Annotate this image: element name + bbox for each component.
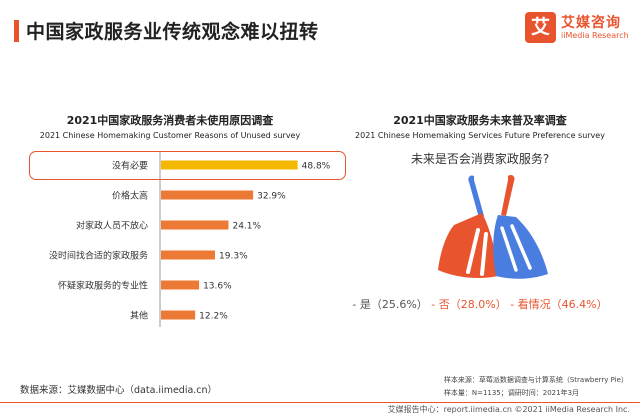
right-chart-subtitle: 2021 Chinese Homemaking Services Future … <box>355 131 605 140</box>
bar <box>161 250 216 260</box>
logo-name: 艾媒咨询 <box>561 15 621 31</box>
value-label: 13.6% <box>203 282 232 292</box>
left-chart-title: 2021中国家政服务消费者未使用原因调查 <box>66 114 274 127</box>
highlight-box <box>29 151 346 180</box>
page-title: 中国家政服务业传统观念难以扭转 <box>26 21 319 43</box>
category-label: 价格太高 <box>112 190 148 202</box>
iimedia-logo: 艾 艾媒咨询 iiMedia Research <box>525 12 633 46</box>
dustpan-broom-icon <box>438 174 548 279</box>
category-label: 没时间找合适的家政服务 <box>49 250 148 262</box>
footer-rule <box>0 402 640 403</box>
category-label: 没有必要 <box>112 160 148 172</box>
footer-report: 艾媒报告中心：report.iimedia.cn ©2021 iiMedia R… <box>387 405 630 414</box>
sample-size: 样本量：N=1135；调研时间：2021年3月 <box>443 389 580 397</box>
value-label: 48.8% <box>302 162 330 172</box>
logo-subtitle: iiMedia Research <box>561 31 629 40</box>
category-label: 其他 <box>130 310 148 322</box>
bar <box>161 220 229 230</box>
survey-question: 未来是否会消费家政服务? <box>410 152 550 166</box>
bar <box>161 310 196 320</box>
value-label: 24.1% <box>232 222 261 232</box>
category-label: 怀疑家政服务的专业性 <box>58 280 148 292</box>
sample-source: 样本来源：草莓派数据调查与计算系统（Strawberry Pie） <box>443 376 628 384</box>
right-chart-title: 2021中国家政服务未来普及率调查 <box>393 114 567 127</box>
value-label: 19.3% <box>219 252 248 262</box>
future-preference-legend: - 是（25.6%） - 否（28.0%） - 看情况（46.4%） <box>330 296 630 312</box>
option-maybe: - 看情况（46.4%） <box>506 298 608 311</box>
blue-dustpan-icon <box>493 174 548 279</box>
option-no: - 否（28.0%） <box>427 298 507 311</box>
category-label: 对家政人员不放心 <box>76 220 148 232</box>
title-accent-bar <box>14 20 19 42</box>
data-source: 数据来源：艾媒数据中心（data.iimedia.cn） <box>20 385 218 396</box>
sample-notes: 样本来源：草莓派数据调查与计算系统（Strawberry Pie） 样本量：N=… <box>444 374 628 400</box>
reasons-bar-chart: 没有必要 48.8% 价格太高 32.9% 对家政人员不放心 24.1% 没时间找合适的家政… <box>49 152 330 327</box>
red-broom-icon <box>438 175 498 278</box>
bar <box>161 280 200 290</box>
value-label: 12.2% <box>199 312 228 322</box>
value-label: 32.9% <box>257 192 286 202</box>
option-yes: - 是（25.6%） <box>352 298 428 311</box>
logo-mark: 艾 <box>525 12 556 43</box>
bar <box>161 190 254 200</box>
left-chart-subtitle: 2021 Chinese Homemaking Customer Reasons… <box>39 131 301 140</box>
bar <box>161 160 298 170</box>
